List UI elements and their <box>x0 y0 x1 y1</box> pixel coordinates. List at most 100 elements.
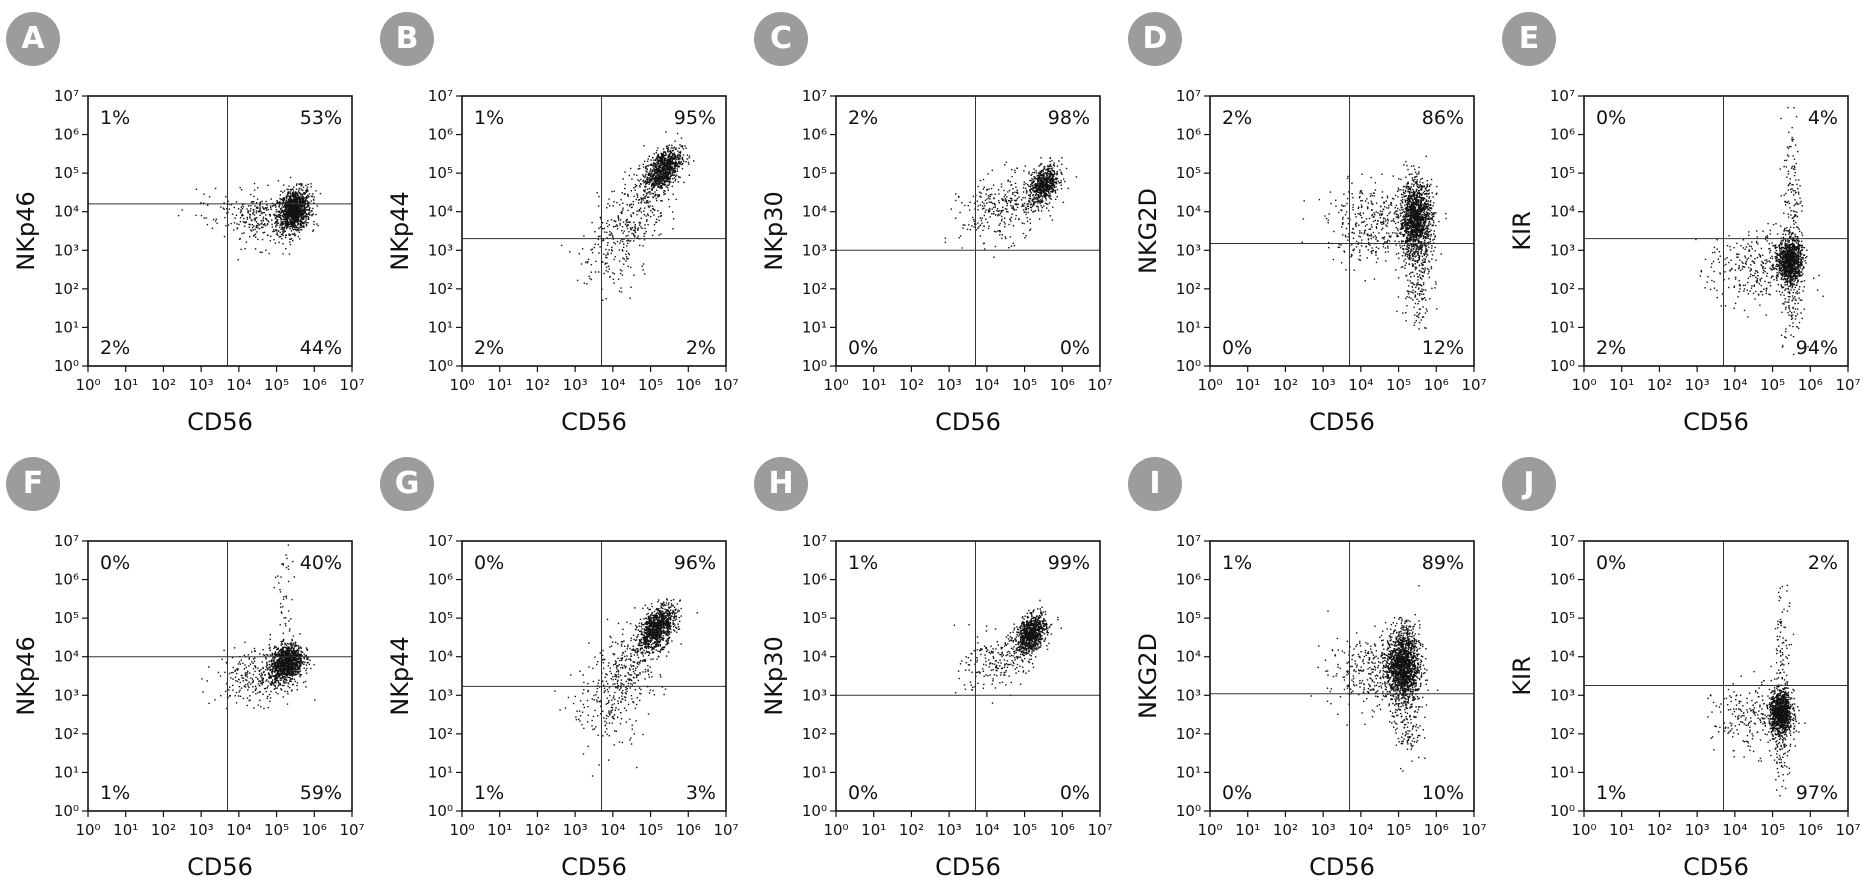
data-point <box>1033 187 1035 190</box>
data-point <box>1033 180 1035 182</box>
data-point <box>608 268 610 270</box>
data-point <box>1040 186 1042 188</box>
data-point <box>305 191 307 193</box>
data-point <box>1421 233 1423 235</box>
data-point <box>281 233 283 235</box>
data-point <box>312 213 314 215</box>
data-point <box>665 178 667 180</box>
data-point <box>667 147 669 149</box>
data-point <box>613 225 615 228</box>
data-point <box>281 226 283 228</box>
data-point <box>297 219 299 221</box>
data-point <box>1060 181 1062 184</box>
data-point <box>293 233 295 236</box>
data-point <box>630 167 632 170</box>
data-point <box>644 197 646 200</box>
data-point <box>292 217 294 219</box>
data-point <box>306 194 309 197</box>
data-point <box>300 183 302 185</box>
data-point <box>226 208 228 210</box>
data-point <box>299 238 301 240</box>
data-point <box>1425 248 1427 250</box>
data-point <box>649 178 652 180</box>
data-point <box>313 220 315 223</box>
data-point <box>1401 201 1403 203</box>
data-point <box>214 187 217 190</box>
data-point <box>1409 236 1411 238</box>
data-point <box>1031 183 1033 185</box>
data-point <box>643 182 645 184</box>
data-point <box>1416 219 1418 222</box>
data-point <box>620 211 622 214</box>
data-point <box>1403 216 1406 218</box>
data-point <box>663 193 665 196</box>
data-point <box>991 213 993 215</box>
data-point <box>288 206 290 209</box>
data-point <box>1404 213 1406 216</box>
data-point <box>309 207 311 209</box>
data-point <box>1012 192 1014 194</box>
data-point <box>1401 226 1403 228</box>
data-point <box>1407 240 1409 242</box>
data-point <box>662 184 664 186</box>
data-point <box>668 162 670 164</box>
data-point <box>679 156 681 158</box>
data-point <box>285 212 288 215</box>
data-point <box>999 231 1001 233</box>
data-point <box>257 227 259 229</box>
data-point <box>1047 173 1050 175</box>
data-point <box>605 269 607 272</box>
data-point <box>1050 177 1053 179</box>
data-point <box>1021 222 1023 224</box>
quadrant-lr-percent: 44% <box>300 337 342 359</box>
data-point <box>612 272 614 274</box>
data-point <box>215 218 218 220</box>
data-point <box>1426 251 1428 253</box>
data-point <box>289 201 292 203</box>
data-point <box>647 201 649 204</box>
y-tick-label: 10¹ <box>802 318 827 336</box>
data-point <box>649 179 651 181</box>
data-point <box>650 175 652 177</box>
data-point <box>665 153 667 155</box>
data-point <box>664 173 666 175</box>
data-point <box>967 205 969 207</box>
data-point <box>1420 204 1423 207</box>
data-point <box>598 227 600 230</box>
data-point <box>296 203 298 206</box>
data-point <box>645 215 647 217</box>
data-point <box>1420 225 1423 228</box>
data-point <box>647 164 650 167</box>
data-point <box>261 238 264 241</box>
data-point <box>1432 219 1435 222</box>
data-point <box>309 214 311 216</box>
data-point <box>312 230 314 232</box>
data-point <box>1014 191 1016 193</box>
data-point <box>1419 231 1422 233</box>
data-point <box>292 198 294 201</box>
data-point <box>289 238 291 240</box>
data-point <box>998 224 1000 226</box>
data-point <box>263 231 266 234</box>
data-point <box>591 221 593 224</box>
data-point <box>632 203 634 206</box>
data-point <box>653 223 656 226</box>
data-point <box>1047 177 1050 180</box>
data-point <box>298 204 300 207</box>
data-point <box>301 184 303 186</box>
data-point <box>657 196 659 198</box>
data-point <box>1406 204 1409 206</box>
data-point <box>261 212 263 215</box>
data-point <box>1421 199 1424 202</box>
data-point <box>1410 232 1412 234</box>
data-point <box>665 163 668 166</box>
data-point <box>660 186 662 188</box>
data-point <box>1429 204 1431 206</box>
data-point <box>1029 191 1032 193</box>
data-point <box>621 226 624 228</box>
data-point <box>661 176 663 179</box>
data-point <box>1402 251 1405 254</box>
data-point <box>663 169 665 172</box>
data-point <box>655 184 657 186</box>
data-point <box>1400 204 1402 207</box>
